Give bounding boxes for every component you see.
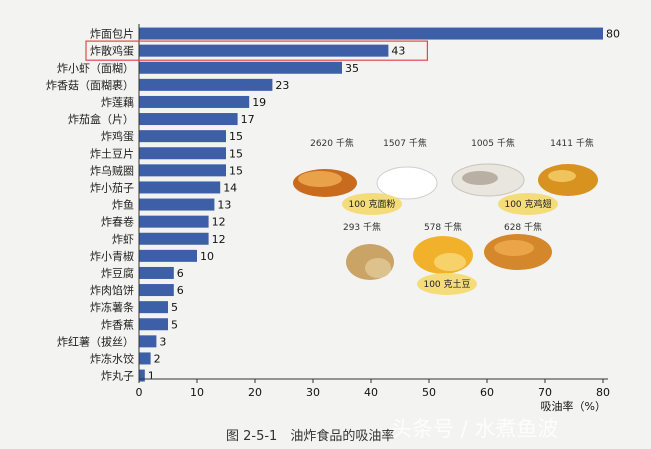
category-label: 炸春卷 — [101, 215, 134, 229]
category-label: 炸面包片 — [90, 28, 134, 41]
value-label: 23 — [275, 79, 289, 92]
category-label: 炸肉馅饼 — [90, 283, 134, 297]
category-label: 炸莲藕 — [101, 96, 134, 109]
value-label: 5 — [171, 318, 178, 331]
x-tick-label: 80 — [596, 386, 610, 399]
x-tick-label: 60 — [480, 386, 494, 399]
energy-label: 2620 千焦 — [310, 137, 354, 149]
category-label: 炸土豆片 — [90, 147, 134, 160]
x-tick-label: 30 — [306, 386, 320, 399]
x-axis-label: 吸油率（%） — [541, 399, 606, 413]
value-label: 1 — [148, 370, 155, 383]
value-label: 80 — [606, 28, 620, 41]
bar — [139, 147, 226, 160]
category-label: 炸香蕉 — [101, 318, 134, 331]
value-label: 15 — [229, 147, 243, 160]
bar — [139, 78, 273, 91]
category-label: 炸豆腐 — [101, 266, 134, 280]
category-label: 炸虾 — [112, 233, 134, 246]
x-tick-label: 10 — [190, 386, 204, 399]
bar — [139, 130, 226, 143]
bar — [139, 232, 209, 245]
value-label: 5 — [171, 301, 178, 314]
bar — [139, 266, 174, 279]
tag-badge — [498, 193, 558, 215]
x-tick-label: 0 — [136, 386, 143, 399]
bar — [139, 284, 174, 297]
category-label: 炸冻水饺 — [90, 351, 134, 365]
value-label: 3 — [159, 335, 166, 348]
energy-label: 1507 千焦 — [383, 137, 427, 149]
tag-label: 100 克面粉 — [348, 198, 395, 210]
value-label: 35 — [345, 62, 359, 75]
value-label: 2 — [154, 352, 161, 365]
energy-label: 1005 千焦 — [471, 137, 515, 149]
value-label: 19 — [252, 96, 266, 109]
bar — [139, 44, 389, 57]
category-label: 炸乌贼圈 — [90, 163, 134, 177]
bar — [139, 61, 342, 74]
category-label: 炸鱼 — [112, 198, 134, 212]
bar — [139, 369, 145, 382]
bar — [139, 164, 226, 177]
watermark: 头条号 / 水煮鱼波 — [391, 417, 558, 441]
x-tick-label: 20 — [248, 386, 262, 399]
category-label: 炸鸡蛋 — [101, 129, 134, 143]
tag-label: 100 克土豆 — [423, 278, 470, 290]
flour-picture — [376, 166, 438, 200]
bar — [139, 215, 209, 228]
category-label: 炸丸子 — [101, 370, 134, 383]
energy-label: 628 千焦 — [504, 221, 542, 233]
category-label: 炸散鸡蛋 — [90, 44, 134, 58]
value-label: 14 — [223, 181, 237, 194]
category-label: 炸小茄子 — [90, 180, 134, 194]
tag-badge — [342, 193, 402, 215]
bar — [139, 301, 168, 314]
bar — [139, 181, 221, 194]
bar — [139, 352, 151, 365]
category-label: 炸香菇（面糊裹） — [46, 78, 134, 92]
bar — [139, 113, 238, 126]
category-label: 炸冻薯条 — [90, 300, 134, 314]
value-label: 6 — [177, 267, 184, 280]
category-label: 炸小虾（面糊） — [57, 61, 134, 75]
value-label: 12 — [212, 216, 226, 229]
figure-caption: 图 2-5-1 油炸食品的吸油率 — [226, 428, 394, 444]
energy-label: 293 千焦 — [343, 221, 381, 233]
category-label: 炸红薯（拔丝） — [57, 334, 134, 348]
x-tick-label: 40 — [364, 386, 378, 399]
value-label: 43 — [391, 45, 405, 58]
bar — [139, 198, 215, 211]
bar — [139, 335, 157, 348]
food-illustration: 2620 千焦 1507 千焦 1005 千焦 1411 千焦 293 千焦 5… — [293, 137, 598, 295]
bar — [139, 27, 603, 40]
bar — [139, 249, 197, 262]
energy-label: 1411 千焦 — [550, 137, 594, 149]
value-label: 10 — [200, 250, 214, 263]
value-label: 13 — [217, 199, 231, 212]
energy-label: 578 千焦 — [424, 221, 462, 233]
category-label: 炸茄盒（片） — [68, 112, 134, 126]
value-label: 15 — [229, 164, 243, 177]
tag-badge — [417, 273, 477, 295]
value-label: 17 — [241, 113, 255, 126]
value-label: 12 — [212, 233, 226, 246]
value-label: 15 — [229, 130, 243, 143]
bar — [139, 318, 168, 331]
value-label: 6 — [177, 284, 184, 297]
category-label: 炸小青椒 — [90, 249, 134, 263]
x-tick-label: 50 — [422, 386, 436, 399]
bar — [139, 95, 250, 108]
highlight-box — [85, 40, 428, 61]
tag-label: 100 克鸡翅 — [504, 198, 551, 210]
x-tick-label: 70 — [538, 386, 552, 399]
